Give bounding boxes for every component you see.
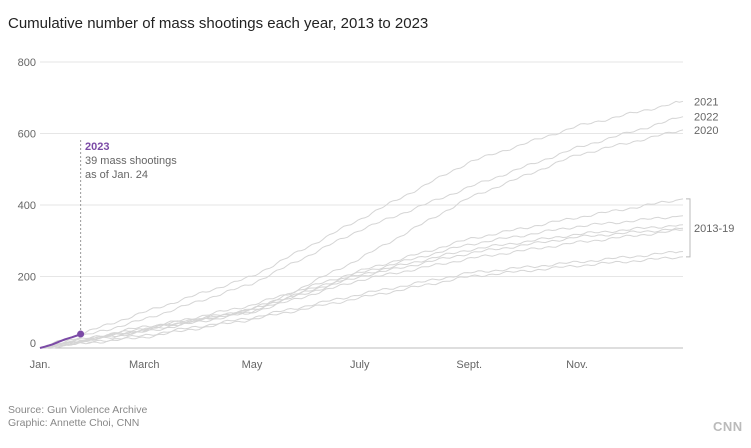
y-tick-label: 600 xyxy=(18,129,36,141)
series-label-2022: 2022 xyxy=(694,112,718,124)
series-line-2015 xyxy=(39,228,684,349)
x-tick-label: Jan. xyxy=(30,359,51,371)
x-tick-label: Sept. xyxy=(456,359,482,371)
series-label-2020: 2020 xyxy=(694,125,718,137)
x-tick-label: Nov. xyxy=(566,359,588,371)
series-line-2021 xyxy=(39,100,684,349)
series-line-2016 xyxy=(39,227,684,349)
annotation-line-2: as of Jan. 24 xyxy=(85,169,148,181)
x-axis-ticks: Jan. March May July Sept. Nov. xyxy=(30,359,588,371)
source-note: Source: Gun Violence Archive xyxy=(8,404,147,416)
graphic-credit: Graphic: Annette Choi, CNN xyxy=(8,417,139,429)
group-bracket xyxy=(686,198,691,258)
gridlines xyxy=(40,61,683,277)
series-line-2013 xyxy=(39,256,684,349)
y-tick-label: 0 xyxy=(30,338,36,350)
y-tick-label: 800 xyxy=(18,57,36,69)
annotation-heading: 2023 xyxy=(85,141,109,153)
series-line-2018 xyxy=(39,215,684,349)
series-line-2020 xyxy=(39,129,684,349)
x-tick-label: March xyxy=(129,359,160,371)
x-tick-label: May xyxy=(242,359,263,371)
series-line-2019 xyxy=(39,198,684,349)
y-axis-ticks: 0 200 400 600 800 xyxy=(18,57,36,350)
series-line-2023 xyxy=(39,333,81,349)
y-tick-label: 400 xyxy=(18,200,36,212)
x-tick-label: July xyxy=(350,359,370,371)
series-label-2021: 2021 xyxy=(694,96,718,108)
chart-title: Cumulative number of mass shootings each… xyxy=(8,15,428,32)
series-line-2017 xyxy=(39,224,684,349)
group-label: 2013-19 xyxy=(694,223,734,235)
series-line-2022 xyxy=(39,116,684,349)
y-tick-label: 200 xyxy=(18,272,36,284)
series-lines xyxy=(39,100,684,349)
series-line-2014 xyxy=(39,250,684,349)
cnn-logo: CNN xyxy=(713,419,743,434)
current-year-marker xyxy=(77,330,85,338)
annotation-line-1: 39 mass shootings xyxy=(85,155,177,167)
